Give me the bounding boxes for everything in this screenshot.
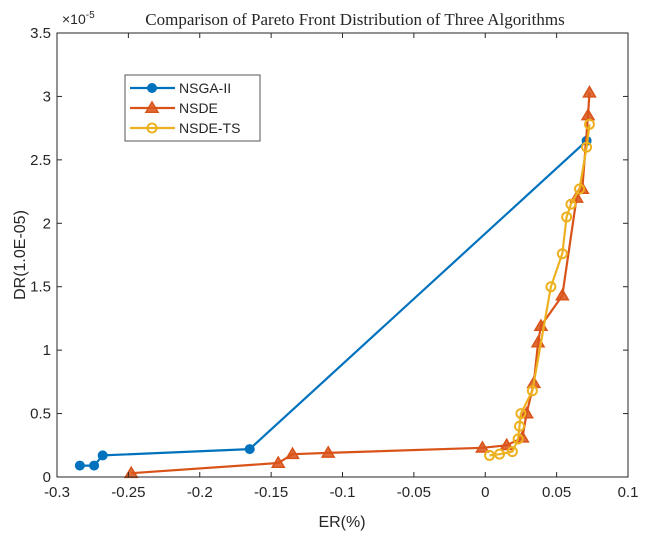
data-point-marker	[484, 449, 496, 461]
data-point-marker	[526, 385, 538, 397]
y-tick-label: 0	[43, 469, 51, 486]
x-axis-label: ER(%)	[318, 514, 365, 531]
legend-label: NSDE	[179, 100, 218, 116]
data-point-marker	[144, 100, 160, 113]
x-tick-label: 0.1	[618, 484, 639, 501]
data-point-marker	[519, 406, 534, 419]
y-axis-label: DR(1.0E-05)	[12, 210, 29, 300]
data-point-marker	[147, 83, 157, 93]
legend-label: NSDE-TS	[179, 120, 240, 136]
y-tick-label: 2	[43, 215, 51, 232]
x-tick-label: -0.2	[187, 484, 213, 501]
data-point-marker	[514, 420, 526, 432]
x-tick-label: -0.1	[330, 484, 356, 501]
data-point-marker	[270, 455, 286, 468]
data-point-marker	[285, 446, 300, 460]
data-point-marker	[581, 141, 593, 153]
x-tick-label: 0	[481, 484, 489, 501]
data-point-marker	[320, 445, 336, 458]
x-tick-label: -0.3	[44, 484, 70, 501]
chart-title: Comparison of Pareto Front Distribution …	[145, 10, 564, 29]
data-point-marker	[561, 211, 573, 223]
y-tick-label: 3	[43, 88, 51, 105]
data-point-marker	[146, 122, 158, 134]
data-point-marker	[89, 460, 100, 471]
data-point-marker	[97, 450, 108, 461]
data-point-marker	[244, 444, 255, 455]
x-tick-label: 0.05	[542, 484, 571, 501]
series-nsde-ts	[484, 118, 595, 461]
series-layer	[74, 85, 597, 479]
y-exponent-power: -5	[86, 10, 95, 21]
data-point-marker	[515, 408, 527, 420]
legend-label: NSGA-II	[179, 80, 231, 96]
data-point-marker	[556, 248, 568, 260]
data-point-marker	[494, 448, 506, 460]
data-point-marker	[506, 446, 518, 458]
series-line	[489, 124, 591, 457]
data-point-marker	[565, 198, 577, 210]
x-tick-label: -0.25	[111, 484, 145, 501]
legend: NSGA-II NSDE NSDE-TS	[124, 74, 261, 142]
x-tick-label: -0.05	[397, 484, 431, 501]
legend-item: NSDE-TS	[130, 120, 240, 136]
y-exponent: ×10-5	[62, 10, 95, 27]
data-point-marker	[545, 281, 557, 293]
data-point-marker	[583, 118, 595, 130]
data-point-marker	[582, 85, 597, 98]
legend-item: NSDE	[130, 100, 218, 116]
x-tick-label: -0.15	[254, 484, 288, 501]
data-point-marker	[555, 288, 570, 301]
data-point-marker	[74, 460, 85, 471]
y-tick-label: 1	[43, 342, 51, 359]
data-point-marker	[475, 440, 490, 453]
y-tick-label: 3.5	[30, 25, 51, 42]
data-point-marker	[512, 433, 524, 445]
y-tick-label: 0.5	[30, 406, 51, 423]
legend-item: NSGA-II	[130, 80, 231, 96]
data-point-marker	[573, 183, 585, 195]
axes: -0.3 -0.25 -0.2 -0.15 -0.1 -0.05 0 0.05 0.1 0 0.5 1…	[30, 25, 638, 501]
y-tick-label: 1.5	[30, 279, 51, 296]
y-exponent-base: ×10	[62, 11, 86, 27]
y-tick-label: 2.5	[30, 152, 51, 169]
